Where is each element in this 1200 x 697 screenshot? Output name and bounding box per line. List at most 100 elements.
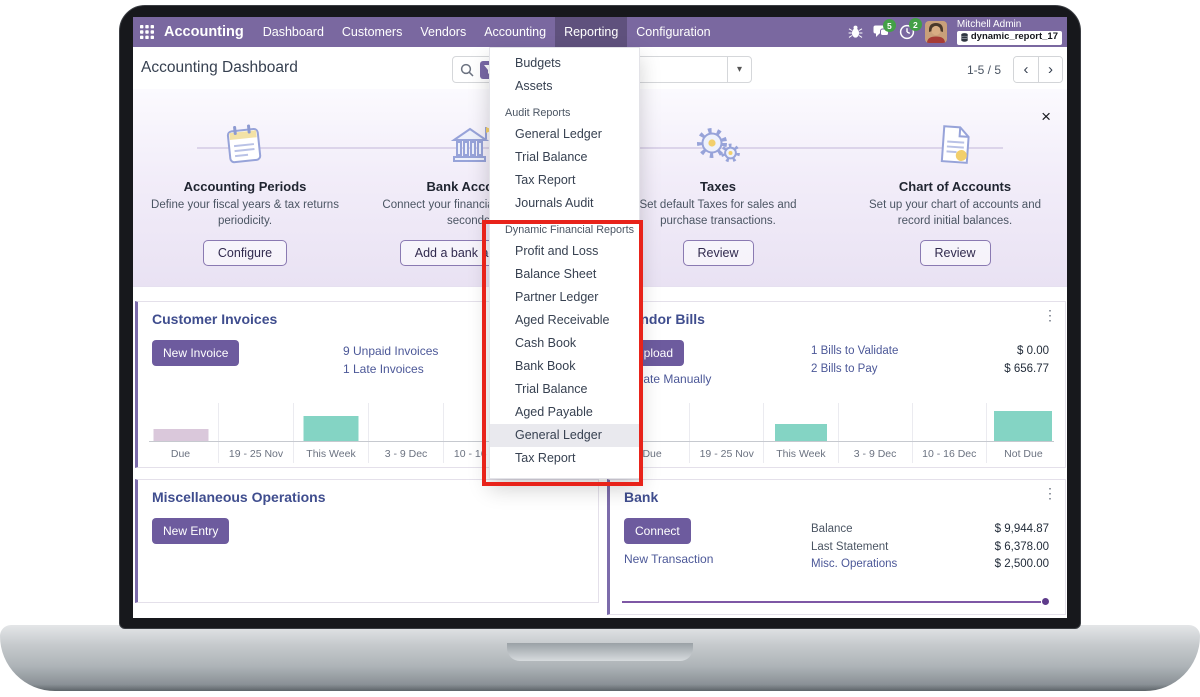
- bar: [774, 424, 827, 441]
- menu-item-budgets[interactable]: Budgets: [515, 56, 561, 70]
- user-name: Mitchell Admin: [956, 19, 1022, 31]
- bills-to-pay-link[interactable]: 2 Bills to Pay: [811, 362, 878, 375]
- apps-grid-icon[interactable]: [133, 25, 161, 39]
- invoice-status-lines: 9 Unpaid Invoices 1 Late Invoices: [343, 343, 438, 378]
- configure-button[interactable]: Configure: [202, 240, 288, 267]
- menu-item-assets[interactable]: Assets: [515, 79, 553, 93]
- menu-item-profit-and-loss[interactable]: Profit and Loss: [515, 244, 599, 258]
- nav-item-accounting[interactable]: Accounting: [484, 25, 547, 39]
- step-description: Define your fiscal years & tax returns p…: [151, 199, 339, 227]
- kebab-menu-icon[interactable]: ⋮: [1043, 307, 1057, 323]
- kv-row: Misc. Operations $ 2,500.00: [811, 556, 1049, 574]
- menu-item-aged-payable[interactable]: Aged Payable: [515, 405, 593, 419]
- search-dropdown-toggle[interactable]: ▾: [727, 57, 751, 82]
- pager-next-button[interactable]: ›: [1038, 57, 1062, 82]
- calendar-icon: [137, 119, 353, 171]
- step-title: Chart of Accounts: [898, 179, 1012, 194]
- kebab-menu-icon[interactable]: ⋮: [1043, 485, 1057, 501]
- bank-sparkline: [622, 598, 1049, 606]
- menu-section-audit-reports: Audit Reports: [505, 107, 571, 119]
- menu-item-general-ledger-dynamic[interactable]: General Ledger: [490, 424, 639, 447]
- menu-item-cash-book[interactable]: Cash Book: [515, 336, 577, 350]
- chart-column: Due: [143, 403, 218, 463]
- bar: [153, 429, 208, 441]
- chart-category-label: This Week: [776, 448, 826, 460]
- review-taxes-button[interactable]: Review: [682, 240, 754, 267]
- pager: 1-5 / 5 ‹ ›: [967, 56, 1063, 83]
- bills-to-pay-amount: $ 656.77: [1004, 362, 1049, 375]
- app-name[interactable]: Accounting: [164, 24, 244, 40]
- close-banner-button[interactable]: ×: [1041, 107, 1051, 126]
- misc-operations-link[interactable]: Misc. Operations: [811, 558, 898, 570]
- step-description: Set up your chart of accounts and record…: [869, 199, 1041, 227]
- menu-item-aged-receivable[interactable]: Aged Receivable: [515, 313, 610, 327]
- chevron-left-icon: ‹: [1023, 61, 1029, 78]
- new-invoice-button[interactable]: New Invoice: [152, 340, 240, 366]
- messages-badge: 5: [882, 19, 896, 32]
- nav-item-configuration[interactable]: Configuration: [636, 25, 711, 39]
- top-nav: Accounting Dashboard Customers Vendors A…: [133, 17, 1067, 47]
- user-menu[interactable]: Mitchell Admin dynamic_report_17: [956, 19, 1062, 45]
- menu-item-journals-audit[interactable]: Journals Audit: [515, 196, 594, 210]
- bar: [994, 411, 1053, 441]
- connect-button[interactable]: Connect: [624, 518, 691, 544]
- bank-balance-rows: Balance $ 9,944.87 Last Statement $ 6,37…: [811, 521, 1049, 574]
- chart-category-label: Due: [170, 448, 191, 460]
- chart-category-label: Due: [642, 448, 662, 460]
- kv-row: 2 Bills to Pay $ 656.77: [811, 361, 1049, 379]
- last-statement-amount: $ 6,378.00: [994, 540, 1049, 553]
- card-title: Vendor Bills: [624, 311, 705, 327]
- chart-column: Due: [615, 403, 689, 463]
- chart-category-label: 19 - 25 Nov: [228, 448, 284, 460]
- create-manually-link[interactable]: Create Manually: [624, 372, 712, 386]
- menu-item-tax-report-dynamic[interactable]: Tax Report: [515, 451, 576, 465]
- new-entry-button[interactable]: New Entry: [152, 518, 230, 544]
- chart-category-label: Not Due: [1004, 448, 1043, 460]
- menu-item-bank-book[interactable]: Bank Book: [515, 359, 576, 373]
- chart-category-label: 19 - 25 Nov: [699, 448, 754, 460]
- menu-item-trial-balance[interactable]: Trial Balance: [515, 150, 588, 164]
- nav-item-dashboard[interactable]: Dashboard: [262, 25, 324, 39]
- chart-category-label: 3 - 9 Dec: [853, 448, 897, 460]
- avatar[interactable]: [924, 21, 947, 43]
- activities-clock-icon[interactable]: 2: [899, 18, 922, 40]
- chart-axis: [149, 441, 587, 442]
- menu-item-partner-ledger[interactable]: Partner Ledger: [515, 290, 599, 304]
- nav-right: 5 2 Mitchell Admin dynamic_report_17: [848, 18, 1067, 45]
- chart-column: 10 - 16 Dec: [911, 403, 986, 463]
- step-description: Set default Taxes for sales and purchase…: [639, 199, 797, 227]
- pager-prev-button[interactable]: ‹: [1014, 57, 1038, 82]
- card-title: Miscellaneous Operations: [152, 489, 326, 505]
- pager-buttons: ‹ ›: [1013, 56, 1063, 83]
- messages-icon[interactable]: 5: [873, 19, 896, 39]
- step-title: Taxes: [700, 179, 736, 194]
- chart-column: 19 - 25 Nov: [218, 403, 293, 463]
- kv-row: 1 Bills to Validate $ 0.00: [811, 343, 1049, 361]
- late-invoices-link[interactable]: 1 Late Invoices: [343, 361, 424, 376]
- menu-item-trial-balance-dynamic[interactable]: Trial Balance: [515, 382, 588, 396]
- unpaid-invoices-link[interactable]: 9 Unpaid Invoices: [343, 344, 439, 358]
- bar: [303, 416, 359, 441]
- onboarding-step-taxes: Taxes Set default Taxes for sales and pu…: [610, 89, 826, 267]
- kv-row: Last Statement $ 6,378.00: [811, 539, 1049, 557]
- balance-label: Balance: [811, 523, 853, 535]
- misc-operations-amount: $ 2,500.00: [994, 558, 1049, 570]
- menu-item-general-ledger[interactable]: General Ledger: [515, 127, 602, 141]
- nav-item-customers[interactable]: Customers: [341, 25, 403, 39]
- document-icon: [847, 119, 1063, 171]
- menu-item-balance-sheet[interactable]: Balance Sheet: [515, 267, 597, 281]
- debug-bug-icon[interactable]: [848, 25, 863, 39]
- vendor-bills-card: Vendor Bills ⋮ Upload Create Manually 1 …: [607, 301, 1066, 468]
- new-transaction-link[interactable]: New Transaction: [624, 552, 714, 566]
- database-icon: [960, 33, 968, 42]
- bills-to-validate-link[interactable]: 1 Bills to Validate: [811, 345, 899, 357]
- onboarding-step-chart-of-accounts: Chart of Accounts Set up your chart of a…: [847, 89, 1063, 267]
- menu-item-tax-report[interactable]: Tax Report: [515, 173, 576, 187]
- page-title: Accounting Dashboard: [141, 59, 298, 76]
- nav-item-vendors[interactable]: Vendors: [420, 25, 467, 39]
- bills-to-validate-amount: $ 0.00: [1017, 345, 1049, 357]
- nav-item-reporting[interactable]: Reporting: [555, 17, 628, 47]
- miscellaneous-operations-card: Miscellaneous Operations New Entry: [135, 479, 599, 603]
- vendor-bills-rows: 1 Bills to Validate $ 0.00 2 Bills to Pa…: [811, 343, 1049, 378]
- review-chart-of-accounts-button[interactable]: Review: [919, 240, 991, 267]
